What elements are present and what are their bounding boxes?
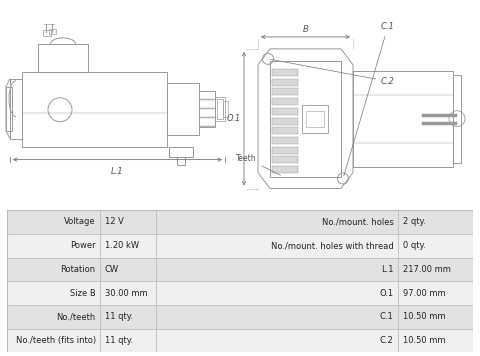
Text: No./teeth: No./teeth [57,312,96,321]
Text: B: B [302,25,308,34]
Bar [156,329,398,352]
Bar [100,281,156,305]
Bar [100,329,156,352]
Bar [306,111,324,127]
Text: O.1: O.1 [227,114,241,123]
Bar [156,234,398,257]
Bar [223,101,228,117]
Text: C.2: C.2 [271,59,395,86]
Bar [215,97,225,121]
Bar [217,99,223,119]
Bar [199,91,215,127]
Text: Voltage: Voltage [64,218,96,226]
Bar [7,257,100,281]
Text: No./mount. holes: No./mount. holes [322,218,394,226]
Text: C.2: C.2 [380,336,394,345]
Text: Power: Power [70,241,96,250]
Bar [272,108,298,115]
Bar [7,234,100,257]
Text: No./teeth (fits into): No./teeth (fits into) [15,336,96,345]
Text: 97.00 mm: 97.00 mm [403,289,445,298]
Bar [169,147,193,157]
Bar [199,108,215,109]
Bar [398,329,473,352]
Bar [272,79,298,86]
Bar [453,75,461,163]
Bar [7,210,100,234]
Text: Teeth: Teeth [236,153,280,175]
Bar [353,71,453,167]
Text: 10.50 mm: 10.50 mm [403,312,445,321]
Text: Rotation: Rotation [60,265,96,274]
Text: L.1: L.1 [111,167,124,176]
Text: 0 qty.: 0 qty. [403,241,426,250]
Bar [10,79,22,138]
Bar [199,126,215,127]
Bar [199,99,215,100]
Bar [156,305,398,329]
Bar [398,305,473,329]
Text: 10.50 mm: 10.50 mm [403,336,445,345]
Text: C.1: C.1 [380,312,394,321]
Bar [167,83,199,135]
Text: No./mount. holes with thread: No./mount. holes with thread [271,241,394,250]
Bar [270,61,341,177]
Bar [177,157,185,164]
Bar [156,281,398,305]
Text: 12 V: 12 V [105,218,124,226]
Bar [272,156,298,163]
Bar [272,166,298,173]
Text: 11 qty.: 11 qty. [105,312,133,321]
Text: 11 qty.: 11 qty. [105,336,133,345]
Bar [22,72,167,147]
Bar [49,29,56,34]
Bar [7,329,100,352]
Bar [100,234,156,257]
Bar [398,257,473,281]
Bar [100,257,156,281]
Bar [272,137,298,144]
Bar [7,305,100,329]
Bar [156,210,398,234]
Text: C.1: C.1 [344,22,395,176]
Bar [199,117,215,118]
Text: Size B: Size B [70,289,96,298]
Bar [6,87,12,131]
Bar [43,30,51,36]
Bar [302,105,328,133]
Text: 1.20 kW: 1.20 kW [105,241,139,250]
Text: O.1: O.1 [380,289,394,298]
Text: L.1: L.1 [381,265,394,274]
Bar [272,98,298,105]
Text: 217.00 mm: 217.00 mm [403,265,451,274]
Bar [7,281,100,305]
Bar [100,210,156,234]
Bar [272,69,298,76]
Bar [38,44,88,72]
Bar [398,210,473,234]
Text: 2 qty.: 2 qty. [403,218,426,226]
Text: 30.00 mm: 30.00 mm [105,289,148,298]
Bar [398,234,473,257]
Bar [272,88,298,95]
Bar [272,147,298,154]
Bar [156,257,398,281]
Bar [272,117,298,125]
Text: CW: CW [105,265,119,274]
Bar [398,281,473,305]
Bar [100,305,156,329]
Bar [272,127,298,134]
